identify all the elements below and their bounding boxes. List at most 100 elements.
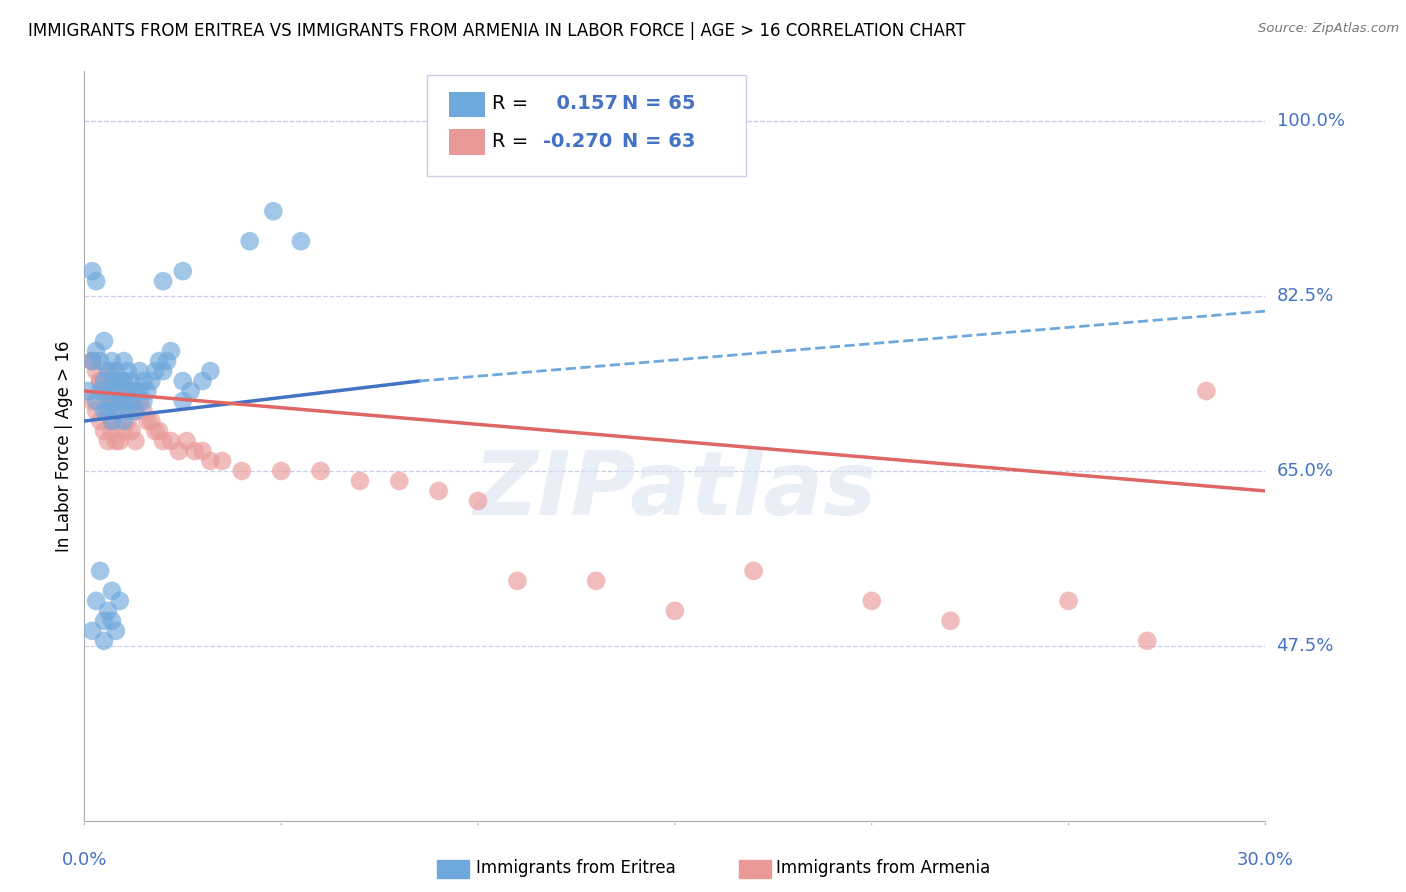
Point bbox=[93, 633, 115, 648]
Text: 100.0%: 100.0% bbox=[1277, 112, 1344, 130]
Point bbox=[172, 264, 194, 278]
Point bbox=[148, 424, 170, 438]
Point bbox=[121, 394, 143, 409]
Point bbox=[82, 394, 104, 409]
Point bbox=[427, 483, 450, 498]
Text: 0.157: 0.157 bbox=[543, 94, 617, 113]
Point bbox=[97, 394, 120, 409]
Point bbox=[97, 364, 120, 378]
Point bbox=[97, 604, 120, 618]
Point bbox=[82, 624, 104, 638]
Point bbox=[124, 384, 146, 398]
Point bbox=[104, 374, 127, 388]
Y-axis label: In Labor Force | Age > 16: In Labor Force | Age > 16 bbox=[55, 340, 73, 552]
Point bbox=[89, 564, 111, 578]
Point bbox=[349, 474, 371, 488]
Point bbox=[136, 384, 159, 398]
Text: 0.0%: 0.0% bbox=[62, 851, 107, 869]
Point bbox=[93, 374, 115, 388]
Point bbox=[108, 394, 131, 409]
Point bbox=[172, 394, 194, 409]
Point bbox=[82, 354, 104, 368]
Point bbox=[84, 364, 107, 378]
Point bbox=[108, 594, 131, 608]
Point bbox=[97, 394, 120, 409]
Point bbox=[191, 374, 214, 388]
Point bbox=[104, 624, 127, 638]
Point bbox=[211, 454, 233, 468]
Point bbox=[112, 354, 135, 368]
Point bbox=[97, 404, 120, 418]
Point bbox=[89, 384, 111, 398]
Point bbox=[82, 354, 104, 368]
Point bbox=[132, 404, 155, 418]
Point bbox=[1136, 633, 1159, 648]
Text: IMMIGRANTS FROM ERITREA VS IMMIGRANTS FROM ARMENIA IN LABOR FORCE | AGE > 16 COR: IMMIGRANTS FROM ERITREA VS IMMIGRANTS FR… bbox=[28, 22, 966, 40]
Text: 65.0%: 65.0% bbox=[1277, 462, 1333, 480]
Point bbox=[176, 434, 198, 448]
Point bbox=[1057, 594, 1080, 608]
Point bbox=[128, 364, 150, 378]
Point bbox=[101, 354, 124, 368]
Point bbox=[117, 384, 139, 398]
Point bbox=[200, 454, 222, 468]
Point bbox=[82, 264, 104, 278]
Point bbox=[93, 384, 115, 398]
Point bbox=[664, 604, 686, 618]
FancyBboxPatch shape bbox=[738, 860, 770, 878]
Point bbox=[132, 394, 155, 409]
Point bbox=[156, 354, 179, 368]
Point bbox=[124, 404, 146, 418]
Point bbox=[132, 374, 155, 388]
Point bbox=[112, 374, 135, 388]
Text: Immigrants from Armenia: Immigrants from Armenia bbox=[776, 859, 991, 877]
Point bbox=[270, 464, 292, 478]
Point bbox=[77, 384, 100, 398]
Point bbox=[101, 424, 124, 438]
Point bbox=[89, 354, 111, 368]
Point bbox=[101, 384, 124, 398]
Point bbox=[121, 424, 143, 438]
Point bbox=[108, 434, 131, 448]
Point bbox=[104, 394, 127, 409]
Point bbox=[160, 344, 183, 359]
Point bbox=[101, 374, 124, 388]
Point bbox=[117, 364, 139, 378]
FancyBboxPatch shape bbox=[437, 860, 470, 878]
Point bbox=[84, 404, 107, 418]
Text: R =: R = bbox=[492, 94, 529, 113]
Point bbox=[117, 384, 139, 398]
Text: N = 65: N = 65 bbox=[621, 94, 695, 113]
Point bbox=[585, 574, 607, 588]
Point bbox=[101, 414, 124, 428]
Point bbox=[262, 204, 284, 219]
Point bbox=[239, 234, 262, 248]
Text: N = 63: N = 63 bbox=[621, 131, 695, 151]
Point bbox=[231, 464, 253, 478]
Point bbox=[84, 274, 107, 288]
Point bbox=[200, 364, 222, 378]
Point bbox=[180, 384, 202, 398]
Point bbox=[742, 564, 765, 578]
Point bbox=[101, 583, 124, 598]
Point bbox=[506, 574, 529, 588]
Point bbox=[143, 364, 166, 378]
Point bbox=[141, 414, 163, 428]
Point bbox=[141, 374, 163, 388]
Point bbox=[108, 384, 131, 398]
Point bbox=[183, 444, 205, 458]
Point bbox=[124, 434, 146, 448]
FancyBboxPatch shape bbox=[450, 129, 485, 154]
Point bbox=[89, 374, 111, 388]
Point bbox=[136, 414, 159, 428]
Point bbox=[117, 404, 139, 418]
Point bbox=[121, 374, 143, 388]
Text: Source: ZipAtlas.com: Source: ZipAtlas.com bbox=[1258, 22, 1399, 36]
Point bbox=[148, 354, 170, 368]
Point bbox=[124, 404, 146, 418]
Point bbox=[939, 614, 962, 628]
Point bbox=[172, 374, 194, 388]
Point bbox=[143, 424, 166, 438]
Text: R =: R = bbox=[492, 131, 529, 151]
Text: 30.0%: 30.0% bbox=[1237, 851, 1294, 869]
